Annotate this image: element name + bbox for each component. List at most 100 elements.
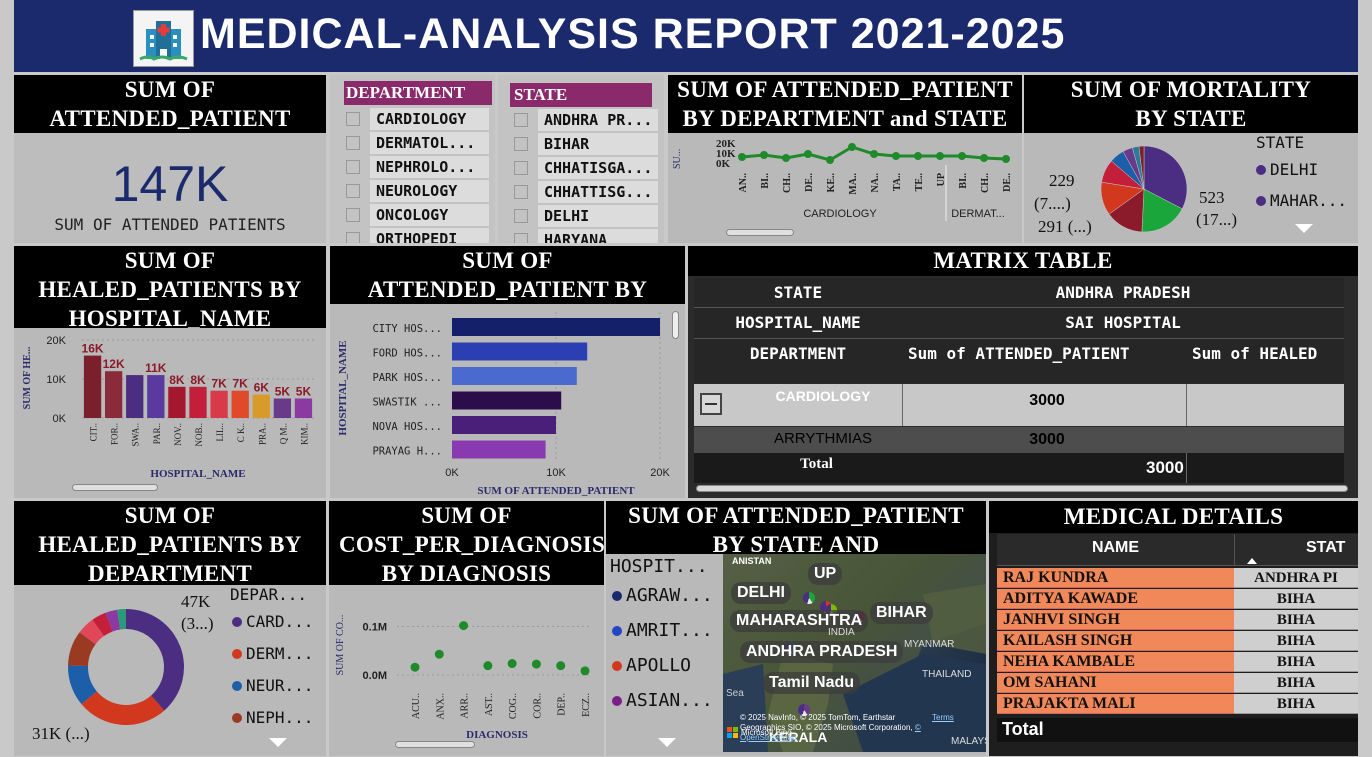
checkbox[interactable]: [346, 136, 360, 150]
slicer-header: DEPARTMENT: [344, 81, 492, 105]
chevron-down-icon[interactable]: [269, 738, 287, 747]
chart-title: SUM OF ATTENDED_PATIENT BY STATE AND HOS…: [606, 501, 986, 586]
legend-item[interactable]: NEPH...: [232, 708, 313, 727]
slicer-item[interactable]: ANDHRA PR...: [498, 109, 664, 131]
map-bubble[interactable]: [798, 704, 810, 716]
slicer-item[interactable]: BIHAR: [498, 133, 664, 155]
checkbox[interactable]: [346, 160, 360, 174]
checkbox[interactable]: [346, 208, 360, 222]
state-slicer[interactable]: STATE ANDHRA PR... BIHAR CHHATISGA... CHHAT…: [498, 75, 664, 243]
y-axis-label: SUM OF HE...: [22, 346, 33, 409]
state-label: STATE: [773, 283, 823, 302]
pie-label: 229: [1049, 171, 1075, 190]
name-cell: PRAJAKTA MALI: [997, 694, 1234, 714]
mortality-pie-chart[interactable]: SUM OF MORTALITY BY STATE 229 (7....) 29…: [1024, 75, 1358, 243]
healed-department-donut-chart[interactable]: SUM OF HEALED_PATIENTS BY DEPARTMENT 47K…: [14, 501, 326, 756]
department-slicer[interactable]: DEPARTMENT CARDIOLOGY DERMATOL... NEPHROLO…: [330, 75, 495, 243]
table-row[interactable]: JANHVI SINGH BIHA: [997, 610, 1358, 630]
slicer-item[interactable]: CHHATTISG...: [498, 181, 664, 203]
table-row[interactable]: RAJ KUNDRA ANDHRA PI: [997, 568, 1358, 588]
attended-patient-card[interactable]: SUM OF ATTENDED_PATIENT 147K SUM OF ATTE…: [14, 75, 326, 243]
microsoft-icon: [727, 727, 738, 738]
column-header[interactable]: NAME: [1091, 539, 1140, 556]
table-row[interactable]: ARRYTHMIAS 3000: [694, 427, 1344, 453]
data-label: 7K: [211, 377, 227, 391]
column-header[interactable]: Sum of HEALED: [1192, 344, 1318, 363]
terms-link[interactable]: Terms: [932, 713, 954, 722]
bar: [452, 342, 588, 361]
bar: [210, 390, 228, 418]
horizontal-scrollbar[interactable]: [696, 485, 1348, 492]
dept-state-line-chart[interactable]: SUM OF ATTENDED_PATIENT BY DEPARTMENT an…: [668, 75, 1022, 243]
legend-item[interactable]: AGRAW...: [612, 585, 713, 606]
legend-item[interactable]: APOLLO: [612, 655, 691, 676]
horizontal-scrollbar[interactable]: [72, 484, 158, 491]
chevron-down-icon[interactable]: [1295, 224, 1313, 233]
slicer-item[interactable]: DELHI: [498, 205, 664, 227]
slicer-item[interactable]: ONCOLOGY: [330, 204, 495, 226]
sort-ascending-icon[interactable]: [1247, 558, 1257, 564]
name-cell: KAILASH SINGH: [997, 631, 1234, 651]
collapse-icon[interactable]: [700, 393, 722, 415]
slicer-item[interactable]: ORTHOPEDI: [330, 228, 495, 243]
slicer-item[interactable]: DERMATOL...: [330, 132, 495, 154]
donut-label: 47K: [181, 592, 211, 611]
slicer-item[interactable]: NEUROLOGY: [330, 180, 495, 202]
slicer-item[interactable]: NEPHROLO...: [330, 156, 495, 178]
healed-hospital-bar-chart[interactable]: SUM OF HEALED_PATIENTS BY HOSPITAL_NAME …: [14, 246, 326, 498]
checkbox[interactable]: [514, 233, 528, 243]
x-tick-label: DE..: [1002, 173, 1013, 192]
table-row[interactable]: NEHA KAMBALE BIHA: [997, 652, 1358, 672]
legend-item[interactable]: DERM...: [232, 644, 313, 663]
checkbox[interactable]: [514, 137, 528, 151]
total-label: Total: [800, 456, 833, 472]
data-label: 8K: [190, 373, 206, 387]
map-bubble[interactable]: [803, 592, 815, 604]
data-point: [507, 659, 517, 669]
matrix-table[interactable]: MATRIX TABLE STATE ANDHRA PRADESH HOSPIT…: [688, 246, 1358, 498]
horizontal-scrollbar[interactable]: [395, 741, 475, 748]
table-row[interactable]: OM SAHANI BIHA: [997, 673, 1358, 693]
hospital-value: SAI HOSPITAL: [1065, 313, 1181, 332]
slicer-item[interactable]: CHHATISGA...: [498, 157, 664, 179]
osm-link[interactable]: © OpenStreetMap: [740, 723, 921, 742]
slicer-item[interactable]: HARYANA: [498, 229, 664, 243]
checkbox[interactable]: [514, 161, 528, 175]
pie-label: 291 (...): [1038, 217, 1092, 236]
vertical-scrollbar[interactable]: [672, 311, 679, 339]
attended-hospital-bar-chart[interactable]: SUM OF ATTENDED_PATIENT BY HOSPITAL_NAME…: [330, 246, 685, 498]
legend-item[interactable]: CARD...: [232, 612, 313, 631]
checkbox[interactable]: [346, 184, 360, 198]
data-point: [760, 151, 768, 159]
horizontal-scrollbar[interactable]: [726, 229, 794, 236]
slicer-item-label: CARDIOLOGY: [370, 108, 489, 130]
bing-label: Microsoft Bing: [741, 728, 792, 737]
legend-item[interactable]: AMRIT...: [612, 620, 713, 641]
legend-item[interactable]: NEUR...: [232, 676, 313, 695]
column-header[interactable]: STAT: [1306, 539, 1346, 556]
table-row[interactable]: PRAJAKTA MALI BIHA: [997, 694, 1358, 714]
slicer-item[interactable]: CARDIOLOGY: [330, 108, 495, 130]
chevron-down-icon[interactable]: [658, 738, 676, 747]
y-tick-label: 20K: [716, 138, 736, 150]
table-row[interactable]: CARDIOLOGY 3000: [694, 384, 1344, 426]
checkbox[interactable]: [346, 112, 360, 126]
table-row[interactable]: ADITYA KAWADE BIHA: [997, 589, 1358, 609]
table-row[interactable]: KAILASH SINGH BIHA: [997, 631, 1358, 651]
checkbox[interactable]: [514, 209, 528, 223]
legend-item[interactable]: MAHAR...: [1256, 191, 1347, 210]
state-hospital-map[interactable]: SUM OF ATTENDED_PATIENT BY STATE AND HOS…: [606, 501, 986, 756]
medical-details-table[interactable]: MEDICAL DETAILS NAME STAT Total RAJ KUND…: [989, 501, 1358, 756]
checkbox[interactable]: [346, 232, 360, 243]
cost-diagnosis-scatter-chart[interactable]: SUM OF COST_PER_DIAGNOSIS BY DIAGNOSIS 0…: [329, 501, 604, 756]
column-header[interactable]: Sum of ATTENDED_PATIENT: [908, 344, 1130, 363]
legend-item[interactable]: ASIAN...: [612, 690, 713, 711]
checkbox[interactable]: [514, 185, 528, 199]
legend-label: MAHAR...: [1270, 191, 1348, 210]
legend-label: DERM...: [246, 644, 314, 663]
data-label: 5K: [275, 385, 291, 399]
y-tick-label: PARK HOS...: [372, 372, 442, 384]
checkbox[interactable]: [514, 113, 528, 127]
x-tick-label: ANX..: [435, 693, 446, 720]
legend-item[interactable]: DELHI: [1256, 160, 1318, 179]
